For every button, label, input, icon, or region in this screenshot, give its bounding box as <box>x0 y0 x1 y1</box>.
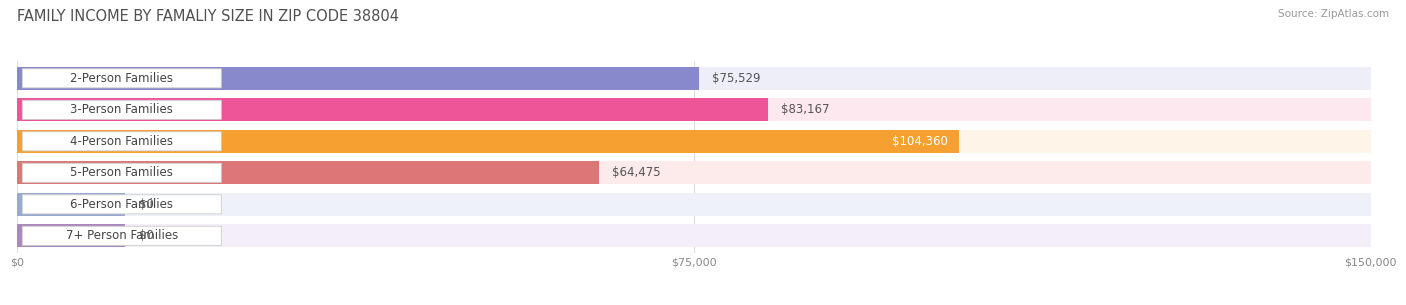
FancyBboxPatch shape <box>22 163 221 182</box>
Text: Source: ZipAtlas.com: Source: ZipAtlas.com <box>1278 9 1389 19</box>
Bar <box>17 224 125 247</box>
Bar <box>17 67 1371 90</box>
Bar <box>17 161 599 184</box>
Text: 6-Person Families: 6-Person Families <box>70 198 173 211</box>
Text: 3-Person Families: 3-Person Families <box>70 103 173 116</box>
Text: $64,475: $64,475 <box>613 166 661 179</box>
Text: 4-Person Families: 4-Person Families <box>70 135 173 148</box>
Bar <box>17 161 1371 184</box>
Bar <box>17 99 1371 121</box>
FancyBboxPatch shape <box>22 69 221 88</box>
Bar <box>17 193 125 216</box>
Bar <box>17 67 699 90</box>
Text: $75,529: $75,529 <box>713 72 761 85</box>
Bar <box>17 224 1371 247</box>
Bar <box>17 130 1371 153</box>
FancyBboxPatch shape <box>22 100 221 119</box>
Text: $0: $0 <box>139 229 153 242</box>
Text: 7+ Person Families: 7+ Person Families <box>66 229 179 242</box>
Text: 5-Person Families: 5-Person Families <box>70 166 173 179</box>
FancyBboxPatch shape <box>22 226 221 246</box>
Bar <box>17 193 1371 216</box>
FancyBboxPatch shape <box>22 132 221 151</box>
Text: $104,360: $104,360 <box>893 135 948 148</box>
Text: $0: $0 <box>139 198 153 211</box>
Text: 2-Person Families: 2-Person Families <box>70 72 173 85</box>
Text: $83,167: $83,167 <box>782 103 830 116</box>
Bar <box>17 99 768 121</box>
Bar <box>17 130 959 153</box>
Text: FAMILY INCOME BY FAMALIY SIZE IN ZIP CODE 38804: FAMILY INCOME BY FAMALIY SIZE IN ZIP COD… <box>17 9 399 24</box>
FancyBboxPatch shape <box>22 195 221 214</box>
